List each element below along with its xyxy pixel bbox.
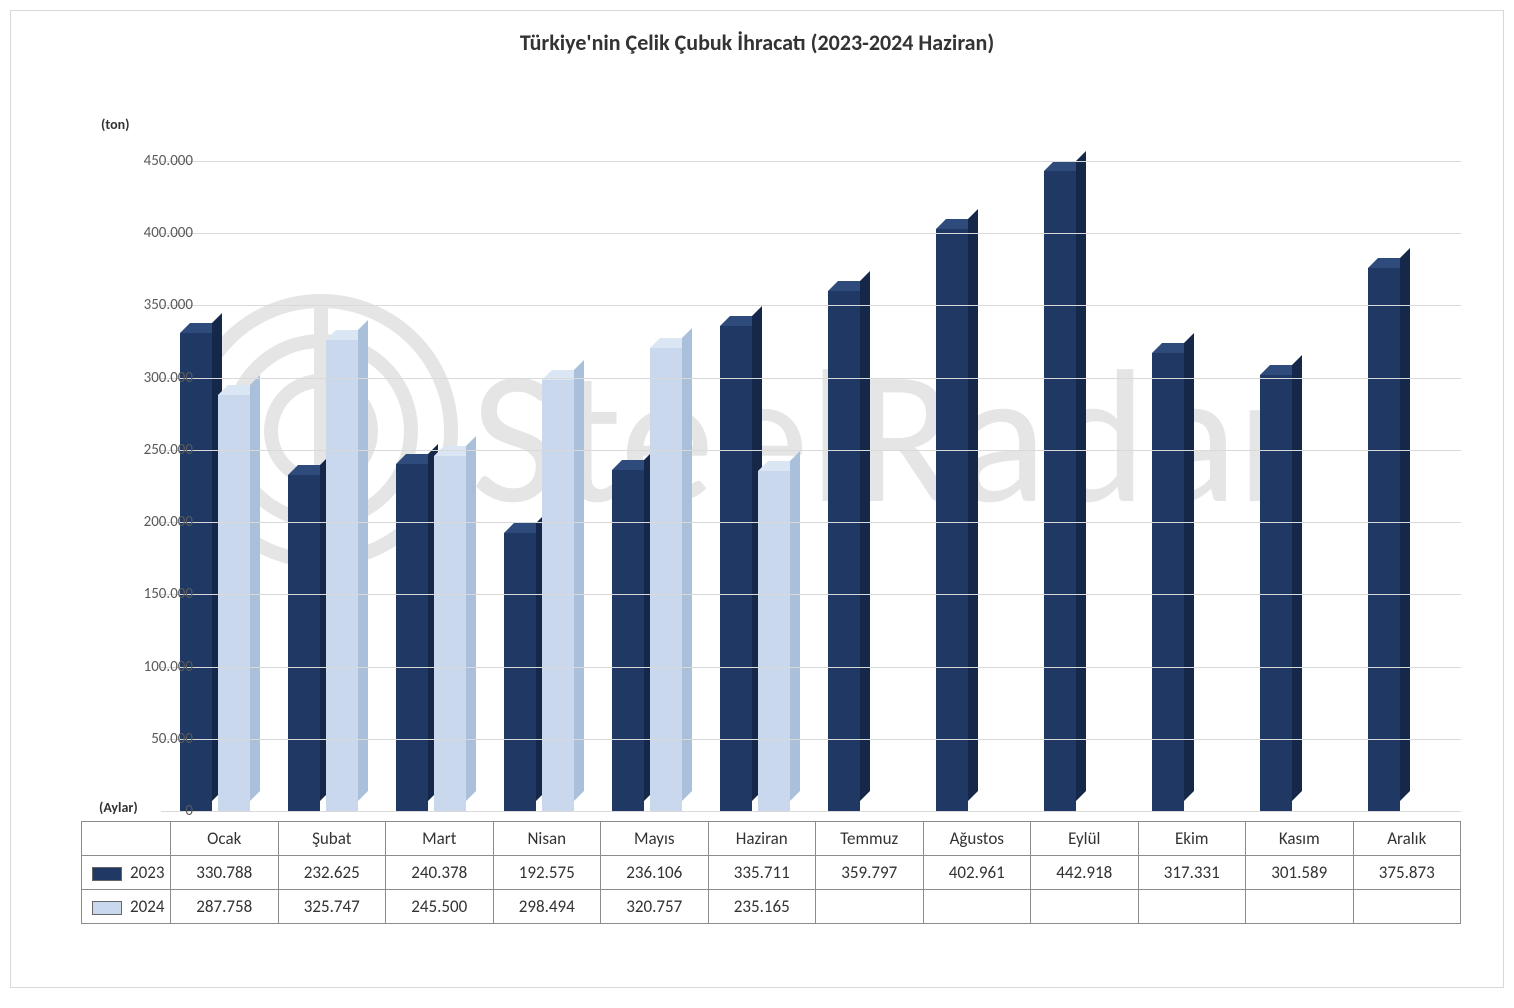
table-category-header: Şubat [278,822,386,856]
table-category-header: Nisan [493,822,601,856]
table-category-header: Ocak [171,822,279,856]
y-tick-label: 100.000 [113,658,193,676]
bar [1152,353,1184,811]
table-cell [1246,890,1354,924]
y-tick-label: 400.000 [113,224,193,242]
bar-group [593,161,701,811]
gridline [161,522,1461,523]
bar [650,348,682,811]
gridline [161,305,1461,306]
bar [504,533,536,811]
table-cell [1353,890,1461,924]
bars-layer [161,161,1461,811]
table-cell: 375.873 [1353,856,1461,890]
table-cell: 442.918 [1031,856,1139,890]
gridline [161,233,1461,234]
table-cell: 325.747 [278,890,386,924]
chart-container: Türkiye'nin Çelik Çubuk İhracatı (2023-2… [10,10,1504,988]
bar [828,291,860,811]
table-cell [816,890,924,924]
bar-group [1349,161,1457,811]
table-cell: 402.961 [923,856,1031,890]
bar-group [485,161,593,811]
y-tick-label: 0 [113,802,193,820]
table-row: 2024 287.758325.747245.500298.494320.7572… [82,890,1461,924]
gridline [161,594,1461,595]
gridline [161,667,1461,668]
y-axis-unit-label: (ton) [101,116,129,133]
table-cell: 320.757 [601,890,709,924]
y-tick-label: 50.000 [113,730,193,748]
bar-group [1241,161,1349,811]
bar-group [701,161,809,811]
table-category-header: Mart [386,822,494,856]
table-category-header: Mayıs [601,822,709,856]
legend-series-name: 2024 [130,896,164,917]
bar [288,475,320,811]
gridline [161,378,1461,379]
table-cell [1031,890,1139,924]
y-tick-label: 200.000 [113,513,193,531]
table-cell: 192.575 [493,856,601,890]
bar [936,229,968,811]
gridline [161,739,1461,740]
table-cell: 236.106 [601,856,709,890]
bar-group [917,161,1025,811]
table-category-header: Ağustos [923,822,1031,856]
gridline [161,811,1461,812]
bar [396,464,428,811]
y-tick-label: 450.000 [113,152,193,170]
bar-group [1025,161,1133,811]
bar [612,470,644,811]
table-cell: 330.788 [171,856,279,890]
table-cell: 240.378 [386,856,494,890]
gridline [161,161,1461,162]
table-category-header: Ekim [1138,822,1246,856]
chart-title: Türkiye'nin Çelik Çubuk İhracatı (2023-2… [11,11,1503,56]
bar-group [809,161,917,811]
table-series-header: 2024 [82,890,171,924]
table-cell: 298.494 [493,890,601,924]
y-tick-label: 350.000 [113,296,193,314]
table-category-header: Kasım [1246,822,1354,856]
bar [218,395,250,811]
gridline [161,450,1461,451]
bar-group [377,161,485,811]
table-series-header: 2023 [82,856,171,890]
bar-group [1133,161,1241,811]
table-category-header: Aralık [1353,822,1461,856]
plot-area [161,161,1461,811]
y-tick-label: 150.000 [113,585,193,603]
table-cell: 359.797 [816,856,924,890]
table-cell: 232.625 [278,856,386,890]
table-cell [923,890,1031,924]
bar-group [161,161,269,811]
y-tick-label: 300.000 [113,369,193,387]
table-corner-cell [82,822,171,856]
bar-group [269,161,377,811]
table-cell: 317.331 [1138,856,1246,890]
table-cell: 301.589 [1246,856,1354,890]
legend-swatch [92,867,122,881]
bar [326,340,358,811]
y-tick-label: 250.000 [113,441,193,459]
legend-swatch [92,901,122,915]
table-header-row: OcakŞubatMartNisanMayısHaziranTemmuzAğus… [82,822,1461,856]
bar [542,380,574,811]
table-cell: 335.711 [708,856,816,890]
bar [434,456,466,811]
table-cell [1138,890,1246,924]
table-category-header: Eylül [1031,822,1139,856]
table-category-header: Haziran [708,822,816,856]
table-cell: 235.165 [708,890,816,924]
table-category-header: Temmuz [816,822,924,856]
table-row: 2023330.788232.625240.378192.575236.1063… [82,856,1461,890]
table-cell: 287.758 [171,890,279,924]
bar [1260,375,1292,811]
legend-series-name: 2023 [130,862,164,883]
bar [1044,171,1076,811]
table-cell: 245.500 [386,890,494,924]
bar [1368,268,1400,811]
data-table: OcakŞubatMartNisanMayısHaziranTemmuzAğus… [81,821,1461,924]
